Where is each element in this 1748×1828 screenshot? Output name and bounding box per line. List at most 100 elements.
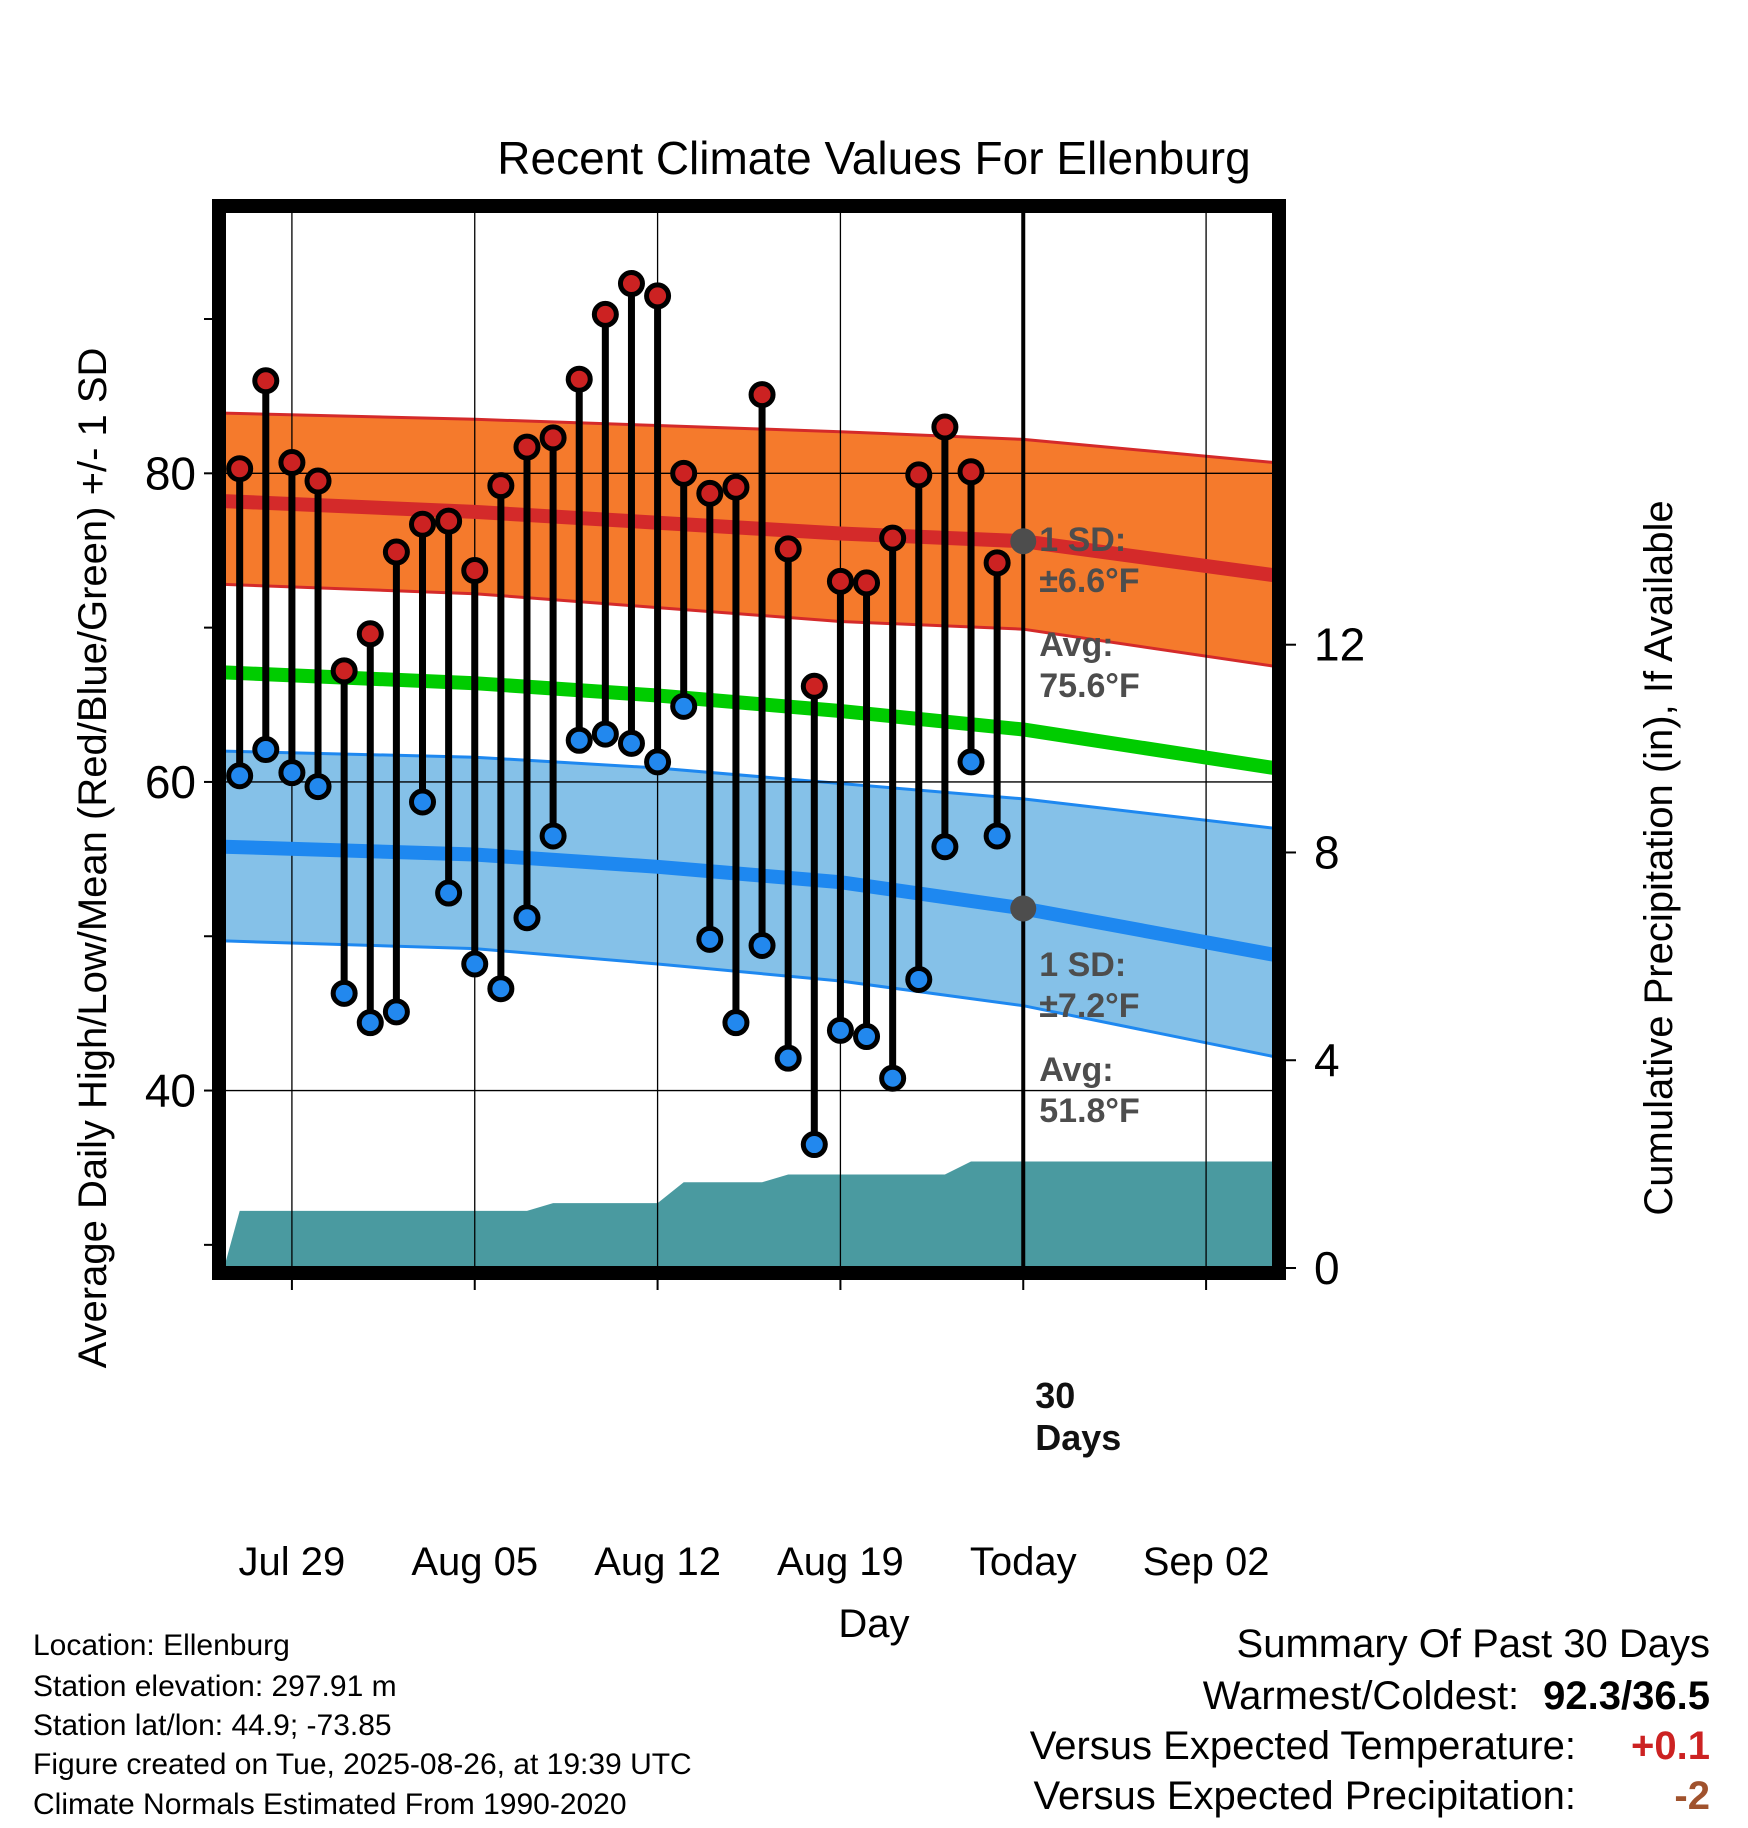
high-point xyxy=(931,413,959,441)
precipitation-area xyxy=(224,1161,1274,1268)
low-sd-lower-line xyxy=(224,939,1274,1059)
summary-warm-cold: Warmest/Coldest: 92.3/36.5 xyxy=(1203,1674,1710,1719)
warm-cold-value: 92.3/36.5 xyxy=(1543,1674,1710,1718)
x-tick-label: Aug 05 xyxy=(411,1540,538,1584)
low-point xyxy=(513,904,541,932)
x-axis-label: Day xyxy=(838,1602,909,1646)
low-point xyxy=(591,720,619,748)
low-point xyxy=(304,773,332,801)
chart-title: Recent Climate Values For Ellenburg xyxy=(497,132,1250,184)
low-avg-label: Avg: xyxy=(1039,1051,1113,1089)
high-sd-label: 1 SD: xyxy=(1039,521,1126,559)
low-point xyxy=(539,822,567,850)
low-point xyxy=(774,1044,802,1072)
high-point xyxy=(487,472,515,500)
mean-normal-line xyxy=(224,665,1274,775)
low-point xyxy=(670,692,698,720)
low-point xyxy=(252,736,280,764)
high-point xyxy=(591,300,619,328)
precip-value: -2 xyxy=(1674,1774,1710,1818)
high-point xyxy=(565,365,593,393)
today-low-avg-marker xyxy=(1010,895,1037,922)
low-point xyxy=(330,979,358,1007)
low-point xyxy=(696,925,724,953)
summary-heading: Summary Of Past 30 Days xyxy=(1236,1622,1710,1666)
x-tick-label: Aug 19 xyxy=(777,1540,904,1584)
station-location: Location: Ellenburg xyxy=(33,1629,290,1662)
high-sd-band xyxy=(224,413,1274,667)
days-count-label: 30 xyxy=(1035,1375,1075,1416)
high-point xyxy=(539,424,567,452)
low-point xyxy=(461,950,489,978)
low-point xyxy=(853,1023,881,1051)
high-point xyxy=(617,270,645,298)
high-point xyxy=(853,569,881,597)
climate-normals-note: Climate Normals Estimated From 1990-2020 xyxy=(33,1788,627,1821)
high-point xyxy=(748,381,776,409)
high-point xyxy=(409,510,437,538)
high-point xyxy=(774,535,802,563)
high-point xyxy=(722,473,750,501)
high-point xyxy=(644,282,672,310)
temp-value: +0.1 xyxy=(1631,1724,1710,1768)
high-normal-line xyxy=(224,494,1274,583)
high-point xyxy=(226,455,254,483)
high-point xyxy=(670,459,698,487)
high-point xyxy=(252,367,280,395)
low-point xyxy=(983,822,1011,850)
summary-temperature: Versus Expected Temperature: +0.1 xyxy=(1030,1724,1710,1769)
today-high-avg-marker xyxy=(1010,528,1037,555)
low-point xyxy=(356,1009,384,1037)
high-point xyxy=(696,479,724,507)
low-point xyxy=(382,998,410,1026)
high-point xyxy=(304,467,332,495)
low-point xyxy=(748,931,776,959)
x-tick-label: Today xyxy=(970,1540,1077,1584)
y2-tick-label: 4 xyxy=(1314,1034,1340,1086)
high-point xyxy=(278,449,306,477)
x-tick-label: Jul 29 xyxy=(239,1540,346,1584)
low-normal-line xyxy=(224,839,1274,962)
low-sd-label: 1 SD: xyxy=(1039,946,1126,984)
y-tick-label: 60 xyxy=(145,756,196,808)
high-point xyxy=(330,657,358,685)
low-point xyxy=(722,1009,750,1037)
low-point xyxy=(879,1064,907,1092)
low-point xyxy=(435,879,463,907)
warm-cold-label: Warmest/Coldest: xyxy=(1202,1674,1520,1718)
low-sd-band xyxy=(224,751,1274,1057)
high-point xyxy=(356,620,384,648)
summary-precipitation: Versus Expected Precipitation: -2 xyxy=(1033,1774,1710,1819)
high-point xyxy=(957,458,985,486)
low-point xyxy=(278,759,306,787)
low-point xyxy=(617,729,645,757)
high-sd-value: ±6.6°F xyxy=(1039,562,1139,600)
x-tick-label: Sep 02 xyxy=(1143,1540,1270,1584)
low-sd-upper-line xyxy=(224,749,1274,830)
low-point xyxy=(957,748,985,776)
high-avg-value: 75.6°F xyxy=(1039,667,1140,705)
plot-layer xyxy=(224,211,1274,1268)
y2-axis-label: Cumulative Precipitation (in), If Availa… xyxy=(1637,500,1681,1215)
station-latlon: Station lat/lon: 44.9; -73.85 xyxy=(33,1709,392,1742)
plot-frame xyxy=(212,199,1286,1280)
y-tick-label: 40 xyxy=(145,1065,196,1117)
high-point xyxy=(826,567,854,595)
low-point xyxy=(826,1016,854,1044)
low-point xyxy=(487,975,515,1003)
low-point xyxy=(565,726,593,754)
high-point xyxy=(905,461,933,489)
figure-created: Figure created on Tue, 2025-08-26, at 19… xyxy=(33,1748,692,1781)
high-point xyxy=(983,549,1011,577)
low-point xyxy=(905,965,933,993)
low-point xyxy=(644,748,672,776)
low-sd-value: ±7.2°F xyxy=(1039,987,1139,1025)
y2-tick-label: 0 xyxy=(1314,1242,1340,1294)
low-point xyxy=(226,762,254,790)
precip-label: Versus Expected Precipitation: xyxy=(1033,1774,1576,1818)
y-axis-label: Average Daily High/Low/Mean (Red/Blue/Gr… xyxy=(71,348,115,1369)
high-point xyxy=(461,557,489,585)
days-unit-label: Days xyxy=(1035,1417,1121,1458)
station-elevation: Station elevation: 297.91 m xyxy=(33,1670,397,1703)
